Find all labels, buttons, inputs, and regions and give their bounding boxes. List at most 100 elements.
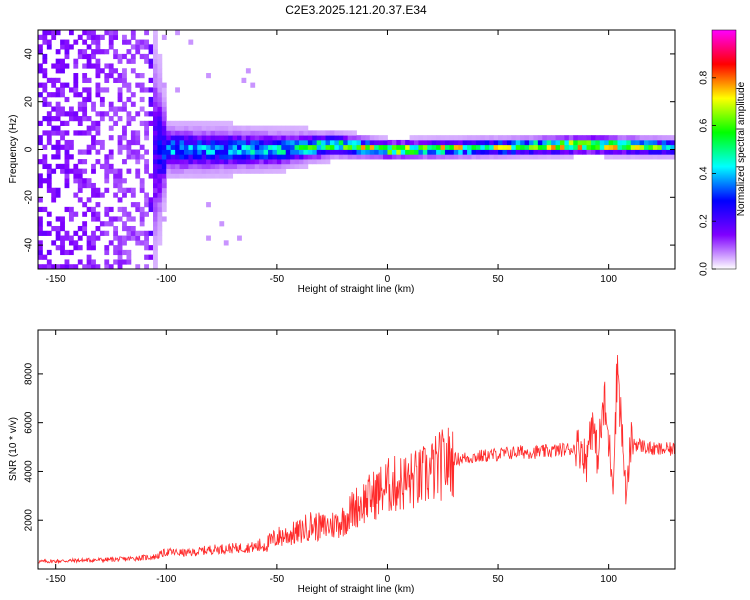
heatmap-cell (161, 144, 167, 150)
heatmap-cell (55, 187, 61, 193)
heatmap-cell (117, 240, 123, 246)
heatmap-cell (46, 230, 52, 236)
heatmap-cell (122, 187, 127, 193)
heatmap-cell (179, 144, 185, 150)
heatmap-cell (161, 154, 167, 160)
heatmap-cell (108, 30, 114, 36)
heatmap-cell (117, 187, 123, 193)
heatmap-cell (99, 163, 105, 170)
heatmap-cell (68, 235, 74, 241)
heatmap-cell (91, 235, 96, 241)
heatmap-cell (639, 144, 645, 150)
heatmap-cell (183, 163, 189, 170)
heatmap-cell (298, 139, 304, 146)
heatmap-cell (436, 149, 441, 155)
heatmap-cell (506, 149, 512, 155)
heatmap-cell (391, 149, 397, 155)
heatmap-cell (223, 130, 229, 136)
heatmap-cell (250, 82, 256, 88)
heatmap-cell (55, 63, 61, 69)
heatmap-cell (608, 144, 614, 150)
heatmap-cell (188, 139, 194, 146)
heatmap-cell (577, 139, 583, 146)
heatmap-cell (206, 163, 211, 170)
heatmap-cell (55, 116, 61, 122)
heatmap-cell (630, 144, 636, 150)
heatmap-cell (245, 130, 251, 136)
heatmap-cell (95, 264, 101, 269)
heatmap-cell (153, 225, 158, 232)
heatmap-cell (60, 221, 65, 227)
heatmap-cell (219, 125, 225, 131)
heatmap-cell (122, 53, 127, 60)
heatmap-cell (153, 96, 158, 103)
heatmap-cell (51, 144, 57, 150)
heatmap-cell (590, 139, 596, 146)
heatmap-cell (77, 187, 83, 193)
heatmap-cell (471, 135, 477, 141)
heatmap-cell (64, 159, 70, 165)
heatmap-cell (46, 135, 52, 141)
heatmap-cell (166, 125, 172, 131)
heatmap-cell (493, 139, 499, 146)
heatmap-cell (237, 144, 242, 150)
heatmap-cell (272, 130, 278, 136)
heatmap-cell (86, 264, 92, 269)
heatmap-cell (77, 120, 83, 126)
heatmap-cell (179, 163, 185, 170)
heatmap-cell (360, 149, 366, 155)
heatmap-cell (489, 144, 495, 150)
heatmap-cell (573, 135, 579, 141)
heatmap-cell (60, 92, 65, 98)
heatmap-cell (595, 139, 601, 146)
heatmap-cell (139, 53, 145, 60)
heatmap-cell (153, 230, 158, 236)
heatmap-cell (316, 159, 322, 165)
heatmap-cell (148, 63, 154, 69)
heatmap-cell (352, 139, 357, 146)
heatmap-cell (613, 154, 618, 160)
heatmap-cell (157, 221, 163, 227)
heatmap-cell (303, 130, 309, 136)
heatmap-cell (86, 30, 92, 36)
heatmap-cell (192, 159, 198, 165)
heatmap-cell (263, 139, 269, 146)
heatmap-cell (179, 120, 185, 126)
heatmap-cell (307, 139, 313, 146)
heatmap-cell (157, 230, 163, 236)
heatmap-cell (232, 125, 238, 131)
heatmap-cell (263, 125, 269, 131)
heatmap-cell (104, 206, 110, 213)
heatmap-cell (135, 149, 141, 155)
heatmap-cell (276, 125, 282, 131)
heatmap-cell (613, 135, 618, 141)
heatmap-cell (652, 144, 658, 150)
heatmap-cell (38, 230, 43, 236)
heatmap-cell (405, 139, 410, 146)
heatmap-cell (436, 144, 441, 150)
heatmap-cell (254, 168, 260, 174)
heatmap-cell (139, 106, 145, 112)
heatmap-cell (555, 149, 561, 155)
heatmap-cell (621, 135, 627, 141)
heatmap-cell (73, 92, 79, 98)
heatmap-cell (405, 154, 410, 160)
heatmap-cell (73, 73, 79, 79)
heatmap-cell (648, 139, 654, 146)
heatmap-cell (130, 53, 136, 60)
heatmap-cell (38, 197, 43, 203)
heatmap-cell (316, 139, 322, 146)
heatmap-cell (95, 73, 101, 79)
heatmap-cell (73, 173, 79, 179)
heatmap-cell (153, 139, 158, 146)
heatmap-cell (374, 135, 380, 141)
heatmap-cell (153, 111, 158, 117)
heatmap-cell (670, 144, 675, 150)
heatmap-cell (183, 125, 189, 131)
heatmap-cell (183, 139, 189, 146)
heatmap-cell (595, 135, 601, 141)
heatmap-cell (175, 159, 180, 165)
heatmap-cell (391, 144, 397, 150)
heatmap-cell (303, 144, 309, 150)
heatmap-cell (670, 139, 675, 146)
